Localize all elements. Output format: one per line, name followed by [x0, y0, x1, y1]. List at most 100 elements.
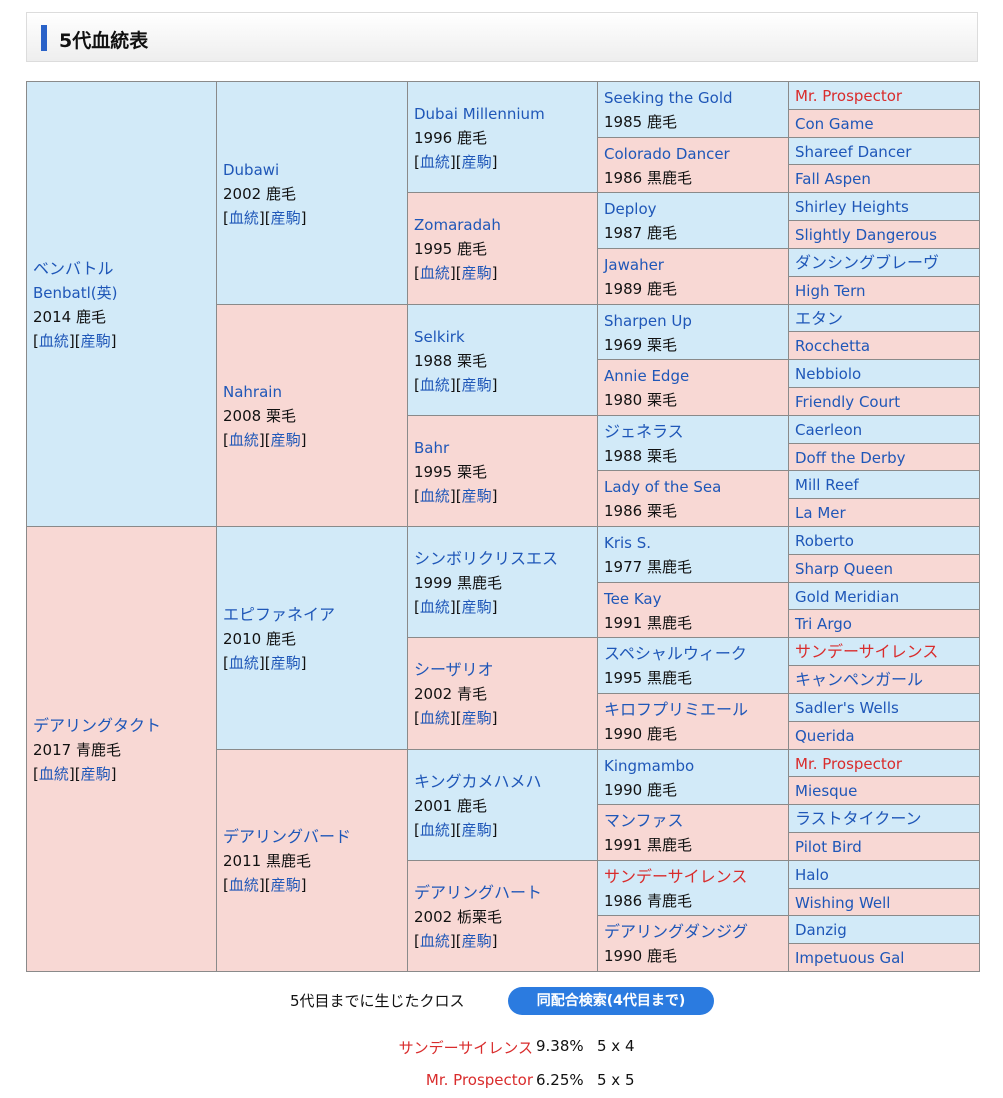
horse-name-link[interactable]: Sharp Queen	[795, 560, 893, 578]
offspring-link[interactable]: 産駒	[461, 153, 492, 171]
offspring-link[interactable]: 産駒	[461, 709, 492, 727]
horse-name-link[interactable]: Miesque	[795, 782, 858, 800]
horse-name-link[interactable]: Shirley Heights	[795, 198, 909, 216]
horse-name-link[interactable]: デアリングハート	[414, 883, 543, 902]
horse-name-link[interactable]: Dubawi	[223, 161, 280, 179]
horse-name-link[interactable]: Mr. Prospector	[795, 87, 903, 105]
pedigree-cell-gen3: Dubai Millennium 1996 鹿毛 [血統][産駒]	[407, 81, 598, 193]
offspring-link[interactable]: 産駒	[461, 821, 492, 839]
pedigree-link[interactable]: 血統	[419, 598, 450, 616]
horse-name-link[interactable]: キングカメハメハ	[414, 772, 542, 791]
offspring-link[interactable]: 産駒	[461, 487, 492, 505]
horse-name-link[interactable]: Jawaher	[604, 256, 664, 274]
horse-name-link[interactable]: デアリングバード	[223, 827, 352, 846]
horse-name-link[interactable]: Colorado Dancer	[604, 145, 730, 163]
horse-name-link[interactable]: Querida	[795, 727, 855, 745]
horse-name-link[interactable]: キャンペンガール	[795, 670, 924, 689]
offspring-link[interactable]: 産駒	[80, 332, 111, 350]
pedigree-link[interactable]: 血統	[419, 709, 450, 727]
pedigree-link[interactable]: 血統	[228, 431, 259, 449]
horse-name-link[interactable]: Sharpen Up	[604, 312, 692, 330]
offspring-link[interactable]: 産駒	[461, 376, 492, 394]
horse-name-link[interactable]: サンデーサイレンス	[795, 642, 939, 661]
offspring-link[interactable]: 産駒	[270, 654, 301, 672]
horse-name-link[interactable]: Gold Meridian	[795, 588, 900, 606]
cross-horse-link[interactable]: サンデーサイレンス	[398, 1039, 533, 1057]
horse-name-link[interactable]: エピファネイア	[223, 605, 336, 624]
horse-name-link[interactable]: Shareef Dancer	[795, 143, 912, 161]
same-mating-search-button[interactable]: 同配合検索(4代目まで)	[508, 987, 714, 1015]
horse-name-link[interactable]: Nebbiolo	[795, 365, 862, 383]
pedigree-link[interactable]: 血統	[419, 376, 450, 394]
horse-name-link[interactable]: Kingmambo	[604, 757, 695, 775]
horse-name-link[interactable]: Selkirk	[414, 328, 465, 346]
offspring-link[interactable]: 産駒	[270, 876, 301, 894]
horse-name-link[interactable]: Caerleon	[795, 421, 863, 439]
horse-name-link[interactable]: Friendly Court	[795, 393, 901, 411]
horse-name-link[interactable]: ラストタイクーン	[795, 809, 922, 828]
horse-name-link[interactable]: エタン	[795, 309, 844, 328]
horse-name-link[interactable]: Lady of the Sea	[604, 478, 722, 496]
horse-name-link[interactable]: Fall Aspen	[795, 170, 871, 188]
horse-name-link[interactable]: マンファス	[604, 811, 684, 830]
horse-name-link[interactable]: サンデーサイレンス	[604, 867, 748, 886]
horse-name-link[interactable]: Deploy	[604, 200, 657, 218]
horse-alt-name-link[interactable]: Benbatl(英)	[33, 284, 118, 302]
horse-name-link[interactable]: Dubai Millennium	[414, 105, 545, 123]
horse-name-link[interactable]: Con Game	[795, 115, 874, 133]
offspring-link[interactable]: 産駒	[461, 598, 492, 616]
horse-name-link[interactable]: High Tern	[795, 282, 866, 300]
horse-name-link[interactable]: La Mer	[795, 504, 846, 522]
horse-name-link[interactable]: Tee Kay	[604, 590, 662, 608]
horse-name-link[interactable]: Seeking the Gold	[604, 89, 733, 107]
pedigree-link[interactable]: 血統	[419, 821, 450, 839]
offspring-link[interactable]: 産駒	[461, 932, 492, 950]
cross-horse-link[interactable]: Mr. Prospector	[425, 1071, 533, 1089]
horse-name-link[interactable]: Rocchetta	[795, 337, 871, 355]
offspring-link[interactable]: 産駒	[80, 765, 111, 783]
horse-name-link[interactable]: シーザリオ	[414, 660, 494, 679]
horse-name-link[interactable]: ジェネラス	[604, 422, 684, 441]
horse-name-link[interactable]: Tri Argo	[795, 615, 852, 633]
horse-name-link[interactable]: Mill Reef	[795, 476, 859, 494]
horse-name-link[interactable]: Bahr	[414, 439, 450, 457]
horse-name-link[interactable]: Pilot Bird	[795, 838, 862, 856]
pedigree-link[interactable]: 血統	[419, 932, 450, 950]
horse-name-link[interactable]: キロフプリミエール	[604, 700, 749, 719]
horse-name-link[interactable]: Impetuous Gal	[795, 949, 905, 967]
horse-name-link[interactable]: デアリングタクト	[33, 716, 162, 735]
pedigree-link[interactable]: 血統	[38, 765, 69, 783]
offspring-link[interactable]: 産駒	[270, 431, 301, 449]
horse-birth-info: 1986 栗毛	[604, 502, 677, 520]
pedigree-link[interactable]: 血統	[419, 487, 450, 505]
pedigree-cell-gen4: デアリングダンジグ 1990 鹿毛	[597, 915, 789, 972]
pedigree-cell-gen5: Rocchetta	[788, 331, 980, 360]
horse-name-link[interactable]: Annie Edge	[604, 367, 690, 385]
horse-name-link[interactable]: ベンバトル	[33, 259, 114, 278]
horse-birth-info: 1990 鹿毛	[604, 947, 677, 965]
horse-name-link[interactable]: Halo	[795, 866, 829, 884]
horse-name-link[interactable]: Slightly Dangerous	[795, 226, 937, 244]
offspring-link[interactable]: 産駒	[461, 264, 492, 282]
horse-name-link[interactable]: Danzig	[795, 921, 847, 939]
pedigree-link[interactable]: 血統	[419, 264, 450, 282]
horse-name-link[interactable]: Mr. Prospector	[795, 755, 903, 773]
offspring-link[interactable]: 産駒	[270, 209, 301, 227]
horse-name-link[interactable]: シンボリクリスエス	[414, 549, 559, 568]
pedigree-link[interactable]: 血統	[228, 209, 259, 227]
horse-name-link[interactable]: Doff the Derby	[795, 449, 906, 467]
pedigree-link[interactable]: 血統	[419, 153, 450, 171]
horse-name-link[interactable]: Zomaradah	[414, 216, 501, 234]
horse-name-link[interactable]: ダンシングブレーヴ	[795, 253, 940, 272]
horse-name-link[interactable]: Nahrain	[223, 383, 282, 401]
horse-name-link[interactable]: Wishing Well	[795, 894, 891, 912]
pedigree-cell-gen3: キングカメハメハ 2001 鹿毛 [血統][産駒]	[407, 749, 598, 861]
horse-name-link[interactable]: Kris S.	[604, 534, 652, 552]
pedigree-link[interactable]: 血統	[38, 332, 69, 350]
horse-name-link[interactable]: Roberto	[795, 532, 854, 550]
pedigree-link[interactable]: 血統	[228, 654, 259, 672]
horse-name-link[interactable]: Sadler's Wells	[795, 699, 899, 717]
horse-name-link[interactable]: デアリングダンジグ	[604, 922, 749, 941]
horse-name-link[interactable]: スペシャルウィーク	[604, 644, 747, 663]
pedigree-link[interactable]: 血統	[228, 876, 259, 894]
